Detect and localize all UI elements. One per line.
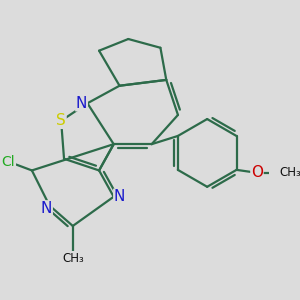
Text: N: N [114,189,125,204]
Text: N: N [41,201,52,216]
Text: Cl: Cl [2,155,15,169]
Text: CH₃: CH₃ [62,252,84,265]
Text: S: S [56,113,66,128]
Text: CH₃: CH₃ [279,166,300,179]
Text: O: O [251,165,263,180]
Text: N: N [76,96,87,111]
